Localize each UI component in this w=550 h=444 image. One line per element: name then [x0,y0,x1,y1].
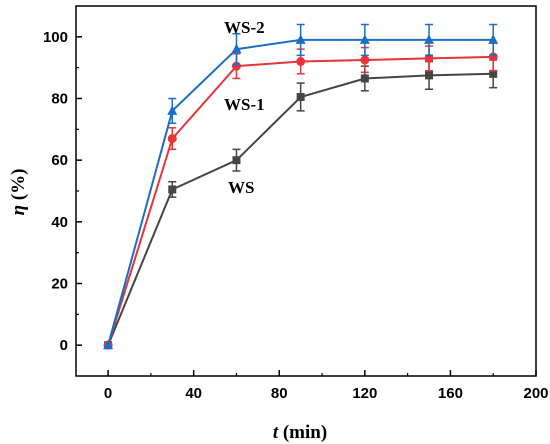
x-axis: 0 40 80 120 160 200 [104,370,549,402]
series-label-ws-2: WS-2 [224,18,265,37]
series-label-ws-1: WS-1 [224,95,265,114]
y-tick-label: 40 [51,214,68,231]
y-axis-variable: η [8,205,29,215]
series-layer [103,23,499,350]
y-tick-label: 0 [60,337,68,354]
data-point [424,34,435,44]
x-tick-label: 40 [185,385,202,402]
data-point [103,339,114,350]
x-axis-unit: (min) [278,422,327,443]
data-point [295,34,306,44]
series-line [107,72,494,346]
y-axis: 0 20 40 60 80 100 [43,29,82,354]
series-label-ws: WS [228,178,254,197]
data-point [489,69,498,78]
data-point [425,71,434,80]
data-point [424,53,434,63]
data-point [167,134,177,144]
data-point [359,34,370,44]
data-point [168,185,177,194]
y-tick-label: 100 [43,29,68,46]
y-tick-label: 20 [51,276,68,293]
data-point [232,156,241,165]
x-tick-label: 120 [352,385,377,402]
x-tick-label: 0 [104,385,112,402]
data-point [296,57,306,66]
x-tick-label: 200 [523,385,548,402]
series-ws [104,59,498,350]
x-tick-label: 80 [271,385,288,402]
y-tick-label: 60 [51,152,68,169]
data-point [167,105,178,115]
y-tick-label: 80 [51,91,68,108]
data-point [360,74,369,83]
series-ws-2 [103,23,499,350]
x-tick-label: 160 [438,385,463,402]
x-axis-title: t (min) [273,422,327,443]
data-point [296,92,305,101]
y-axis-unit: (%) [8,169,29,205]
data-point [488,34,499,44]
data-point [231,43,242,54]
y-axis-title: η (%) [8,169,29,216]
data-point [360,55,370,65]
x-axis-variable: t [273,422,279,443]
